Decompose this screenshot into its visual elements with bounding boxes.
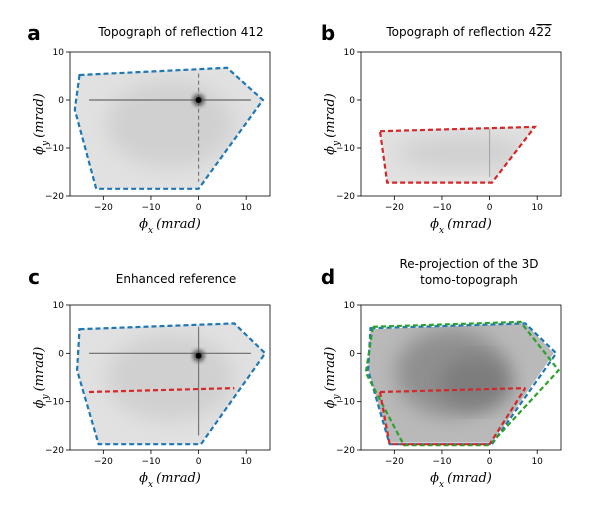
x-axis-label-c: ϕx (mrad) (139, 471, 201, 490)
y-axis-label-a: ϕy(mrad) (32, 93, 51, 155)
panel-title-a: Topograph of reflection 412 (97, 25, 263, 39)
y-tick-label-b-2: −10 (336, 144, 355, 154)
outline-d-2 (379, 387, 526, 394)
x-tick-label-a-1: −10 (141, 203, 160, 213)
heatmap-d (368, 323, 554, 443)
y-tick-label-c-2: −10 (45, 398, 64, 408)
heatmap-c (77, 323, 266, 445)
panel-title-d: Re-projection of the 3D (399, 257, 538, 271)
y-axis-label-b: ϕy(mrad) (323, 93, 342, 155)
panel-b: −20 −10 0 10 10 0 −10 −20 ϕx (mrad) ϕy(mrad) Topogr… (321, 21, 562, 236)
x-tick-label-c-0: −20 (94, 457, 113, 467)
x-axis-label-b: ϕx (mrad) (430, 217, 492, 236)
y-tick-label-a-0: 10 (53, 48, 65, 58)
axes-frame-a (69, 51, 271, 197)
y-tick-label-a-1: 0 (58, 96, 64, 106)
y-tick-label-a-2: −10 (45, 144, 64, 154)
bright-spot-c (195, 352, 202, 359)
y-tick-label-b-3: −20 (336, 192, 355, 202)
panel-title-line2-d: tomo-topograph (420, 273, 518, 287)
x-tick-label-b-0: −20 (385, 203, 404, 213)
axes-frame-d (360, 304, 562, 451)
y-tick-label-c-0: 10 (53, 301, 65, 311)
outline-a-0 (73, 66, 265, 190)
y-tick-label-a-3: −20 (45, 192, 64, 202)
x-tick-label-c-2: 0 (196, 457, 202, 467)
x-tick-label-a-3: 10 (240, 203, 252, 213)
panel-letter-d: d (321, 265, 335, 289)
outline-d-1 (364, 320, 561, 447)
y-tick-label-c-3: −20 (45, 446, 64, 456)
outline-d-0 (366, 322, 558, 446)
panel-title-b: Topograph of reflection 42̄2̄ (385, 25, 551, 39)
outline-c-1 (88, 387, 235, 394)
outline-b-0 (378, 125, 538, 184)
axes-frame-c (69, 304, 271, 451)
y-tick-label-d-3: −20 (336, 446, 355, 456)
panel-a: −20 −10 0 10 10 0 −10 −20 ϕx (mrad) ϕy(mrad) Topogr… (27, 21, 271, 236)
density-body-b (397, 135, 525, 171)
x-tick-label-c-3: 10 (240, 457, 252, 467)
y-tick-label-d-1: 0 (349, 349, 355, 359)
y-tick-label-c-1: 0 (58, 349, 64, 359)
x-tick-label-d-0: −20 (385, 457, 404, 467)
x-tick-label-d-3: 10 (531, 457, 543, 467)
panel-title-c: Enhanced reference (116, 272, 236, 286)
x-tick-label-c-1: −10 (141, 457, 160, 467)
panel-letter-b: b (321, 21, 335, 45)
x-tick-label-b-1: −10 (432, 203, 451, 213)
panel-c: −20 −10 0 10 10 0 −10 −20 ϕx (mrad) ϕy(mrad) Enhanc… (28, 265, 271, 490)
x-tick-label-a-0: −20 (94, 203, 113, 213)
panel-d: −20 −10 0 10 10 0 −10 −20 ϕx (mrad) ϕy(mrad) Re-pro… (321, 257, 562, 490)
y-axis-label-d: ϕy(mrad) (323, 347, 342, 409)
heatmap-a (74, 67, 263, 189)
y-axis-label-c: ϕy(mrad) (32, 347, 51, 409)
panel-letter-a: a (27, 21, 41, 45)
x-tick-label-a-2: 0 (196, 203, 202, 213)
density-body-a (106, 80, 234, 168)
y-tick-label-d-0: 10 (344, 301, 356, 311)
x-tick-label-d-1: −10 (432, 457, 451, 467)
panel-letter-c: c (28, 265, 40, 289)
density-body-c (106, 334, 234, 421)
axes-frame-b (360, 51, 562, 197)
bright-spot-a (195, 97, 202, 103)
heatmap-b (380, 126, 535, 183)
y-tick-label-d-2: −10 (336, 398, 355, 408)
y-tick-label-b-1: 0 (349, 96, 355, 106)
outline-c-0 (75, 322, 267, 446)
x-axis-label-d: ϕx (mrad) (430, 471, 492, 490)
y-tick-label-b-0: 10 (344, 48, 356, 58)
density-peak-d (439, 356, 512, 409)
x-axis-label-a: ϕx (mrad) (139, 217, 201, 236)
outline-d-3 (378, 387, 527, 446)
x-tick-label-b-2: 0 (487, 203, 493, 213)
x-tick-label-d-2: 0 (487, 457, 493, 467)
x-tick-label-b-3: 10 (531, 203, 543, 213)
